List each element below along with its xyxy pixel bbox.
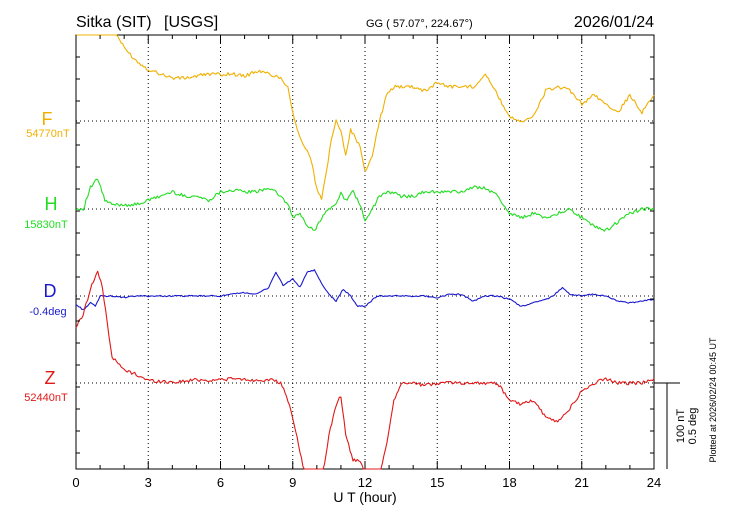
x-tick-label-15: 15 bbox=[430, 475, 444, 490]
date-label: 2026/01/24 bbox=[574, 14, 654, 31]
series-label-h: H bbox=[45, 194, 58, 214]
x-tick-label-18: 18 bbox=[502, 475, 516, 490]
x-tick-label-0: 0 bbox=[72, 475, 79, 490]
baseline-value-d: -0.4deg bbox=[29, 306, 66, 318]
x-tick-label-12: 12 bbox=[358, 475, 372, 490]
series-label-z: Z bbox=[45, 368, 56, 388]
x-tick-label-24: 24 bbox=[647, 475, 661, 490]
plotted-at-note: Plotted at 2026/02/24 00:45 UT bbox=[708, 337, 718, 463]
coordinates-label: GG ( 57.07°, 224.67°) bbox=[366, 18, 473, 30]
baseline-value-z: 52440nT bbox=[24, 392, 68, 404]
x-tick-label-6: 6 bbox=[217, 475, 224, 490]
x-tick-label-3: 3 bbox=[145, 475, 152, 490]
series-line-d bbox=[75, 269, 655, 310]
x-tick-label-21: 21 bbox=[575, 475, 589, 490]
series-line-f bbox=[76, 34, 655, 200]
scale-label-nt: 100 nT bbox=[675, 409, 687, 444]
x-axis-label: U T (hour) bbox=[333, 489, 396, 505]
series-label-d: D bbox=[44, 281, 57, 301]
series-line-h bbox=[75, 178, 655, 232]
x-tick-label-9: 9 bbox=[289, 475, 296, 490]
axis-ticks: 0 3 6 9 12 15 18 21 24 bbox=[72, 35, 661, 490]
vertical-grid bbox=[147, 35, 583, 469]
scale-label-deg: 0.5 deg bbox=[687, 408, 699, 445]
station-title: Sitka (SIT) bbox=[76, 14, 152, 31]
agency-label: [USGS] bbox=[164, 14, 218, 31]
baseline-value-f: 54770nT bbox=[26, 128, 70, 140]
series-label-f: F bbox=[42, 109, 53, 129]
baseline-value-h: 15830nT bbox=[24, 219, 68, 231]
